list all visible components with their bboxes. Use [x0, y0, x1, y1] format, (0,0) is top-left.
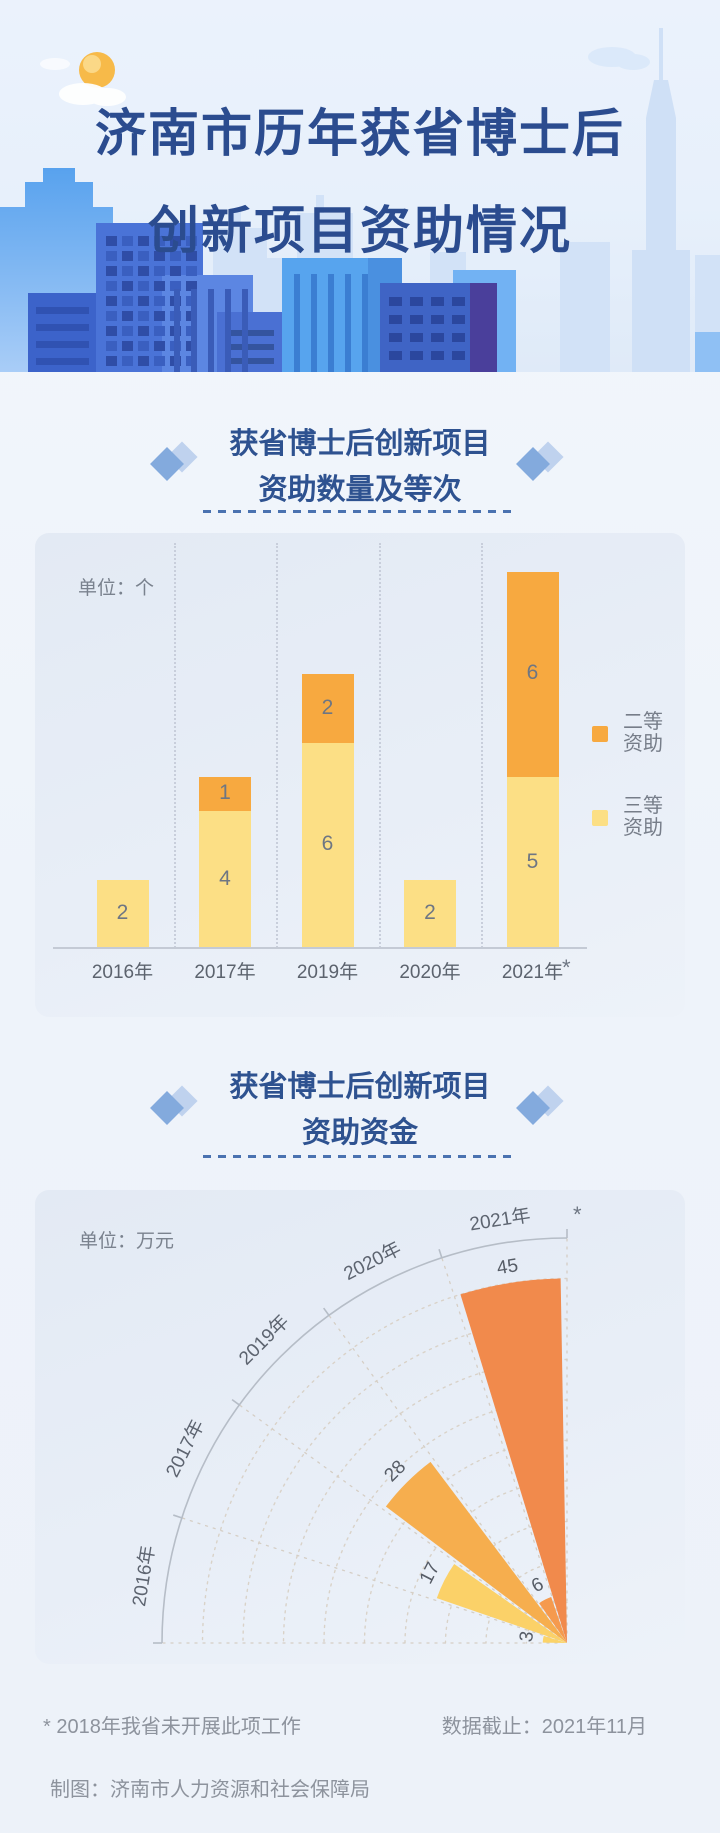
polar-category-label: 2016年 — [128, 1544, 159, 1608]
section1-title-line1: 获省博士后创新项目 — [229, 428, 491, 460]
bar-value-label: 5 — [526, 849, 539, 873]
x-axis-label: 2017年 — [194, 962, 256, 983]
sun-highlight — [83, 55, 101, 73]
bar-segment-三等资助[interactable] — [404, 879, 456, 948]
section2-title-line2: 资助资金 — [301, 1117, 418, 1149]
x-axis-line — [53, 947, 587, 949]
bar-chart-card: 单位：个 2 2016年 4 1 2017年 6 2 2019年 2 2020年 5 6 2021年 * … — [35, 533, 685, 1017]
bar-value-label: 2 — [116, 900, 129, 924]
diamond-decoration-right — [516, 441, 567, 484]
polar-chart-unit-label: 单位：万元 — [79, 1231, 175, 1252]
cloud-right-icon — [588, 47, 650, 70]
vertical-gridline — [481, 543, 484, 948]
legend-item-三等资助[interactable]: 三等 资助 — [592, 795, 663, 839]
city-skyline-illustration — [0, 28, 720, 372]
polar-category-label: 2019年 — [235, 1311, 294, 1370]
vertical-gridline — [378, 543, 381, 948]
bar-segment-二等资助[interactable] — [301, 674, 354, 743]
polar-value-label: 6 — [528, 1574, 547, 1598]
polar-wedge-2017年[interactable] — [436, 1564, 567, 1643]
cloud-icon — [40, 58, 126, 106]
building-far-right — [695, 332, 720, 372]
polar-axis-tick — [173, 1514, 183, 1519]
section1-title: 获省博士后创新项目 资助数量及等次 — [0, 421, 720, 513]
bar-segment-三等资助[interactable] — [301, 742, 354, 948]
polar-axis-tick — [231, 1399, 240, 1406]
polar-wedge-2020年[interactable] — [539, 1597, 567, 1643]
polar-category-label: 2017年 — [161, 1416, 208, 1481]
section1-dashed-divider — [203, 510, 512, 513]
bar-value-label: 2 — [424, 900, 436, 924]
polar-axis-arc — [161, 1237, 568, 1644]
bar-chart-legend: 二等 资助三等 资助 — [592, 711, 663, 879]
x-axis-label: 2020年 — [399, 962, 461, 983]
bar-chart-footnote-marker: * — [562, 955, 571, 980]
building-striped-left — [28, 293, 97, 372]
legend-label: 二等 资助 — [623, 711, 663, 755]
diamond-decoration-right — [516, 1085, 567, 1128]
polar-radial-gridline — [238, 1404, 560, 1638]
polar-axis-tick — [323, 1307, 330, 1316]
polar-value-label: 45 — [495, 1255, 519, 1279]
vertical-gridline — [173, 543, 176, 948]
bar-value-label: 2 — [321, 695, 334, 719]
polar-value-label: 17 — [416, 1559, 444, 1587]
bar-chart-unit-label: 单位：个 — [78, 578, 155, 599]
polar-ring-gridline — [242, 1318, 568, 1644]
section2-dashed-divider — [203, 1155, 512, 1158]
page-title-line1: 济南市历年获省博士后 — [94, 105, 625, 162]
polar-wedge-2019年[interactable] — [385, 1461, 567, 1643]
legend-swatch-icon — [592, 810, 608, 826]
legend-item-二等资助[interactable]: 二等 资助 — [592, 711, 663, 755]
header-banner: 济南市历年获省博士后 创新项目资助情况 — [0, 0, 720, 372]
polar-value-label: 3 — [516, 1630, 538, 1644]
bar-value-label: 6 — [321, 832, 334, 856]
polar-chart-card: 3 2016年 17 2017年 28 2019年 6 2020年 45 2021年 单位：万元 … — [35, 1190, 685, 1664]
polar-axis-tick — [438, 1249, 443, 1259]
footnote-text: * 2018年我省未开展此项工作 — [43, 1716, 301, 1738]
bar-segment-三等资助[interactable] — [96, 879, 149, 948]
page-title-line2: 创新项目资助情况 — [147, 202, 572, 259]
polar-chart-footnote-marker: * — [573, 1202, 582, 1227]
section1-title-line2: 资助数量及等次 — [258, 474, 462, 506]
polar-ring-gridline — [323, 1399, 568, 1644]
x-axis-label: 2021年 — [501, 962, 564, 983]
legend-label: 三等 资助 — [623, 795, 663, 839]
data-cutoff-text: 数据截止：2021年11月 — [441, 1716, 647, 1738]
polar-category-label: 2020年 — [340, 1237, 405, 1284]
polar-wedge-2021年[interactable] — [460, 1278, 567, 1643]
polar-ring-gridline — [363, 1439, 568, 1644]
x-axis-label: 2016年 — [91, 962, 154, 983]
bar-segment-三等资助[interactable] — [199, 811, 251, 948]
bar-segment-三等资助[interactable] — [506, 777, 559, 948]
section2-title: 获省博士后创新项目 资助资金 — [0, 1064, 720, 1156]
spire-tower — [632, 28, 690, 372]
polar-radial-gridline — [328, 1314, 562, 1636]
diamond-decoration-left — [150, 441, 201, 484]
bar-value-label: 1 — [219, 781, 231, 805]
bar-chart-plot: 2 2016年 4 1 2017年 6 2 2019年 2 2020年 5 6 2021年 * — [35, 533, 685, 1017]
bar-value-label: 6 — [526, 661, 539, 685]
section2-title-line1: 获省博士后创新项目 — [229, 1071, 491, 1103]
x-axis-label: 2019年 — [296, 962, 359, 983]
polar-wedge-2016年[interactable] — [542, 1635, 567, 1643]
bar-value-label: 4 — [219, 866, 231, 890]
credit-text: 制图：济南市人力资源和社会保障局 — [50, 1779, 370, 1801]
vertical-gridline — [276, 543, 279, 948]
polar-radial-gridline — [441, 1257, 565, 1635]
diamond-decoration-left — [150, 1085, 201, 1128]
bar-segment-二等资助[interactable] — [199, 777, 251, 812]
page-title: 济南市历年获省博士后 创新项目资助情况 — [0, 85, 720, 279]
legend-swatch-icon — [592, 726, 608, 742]
bar-segment-二等资助[interactable] — [506, 571, 559, 777]
polar-radial-gridline — [181, 1517, 559, 1641]
polar-category-label: 2021年 — [468, 1204, 532, 1235]
